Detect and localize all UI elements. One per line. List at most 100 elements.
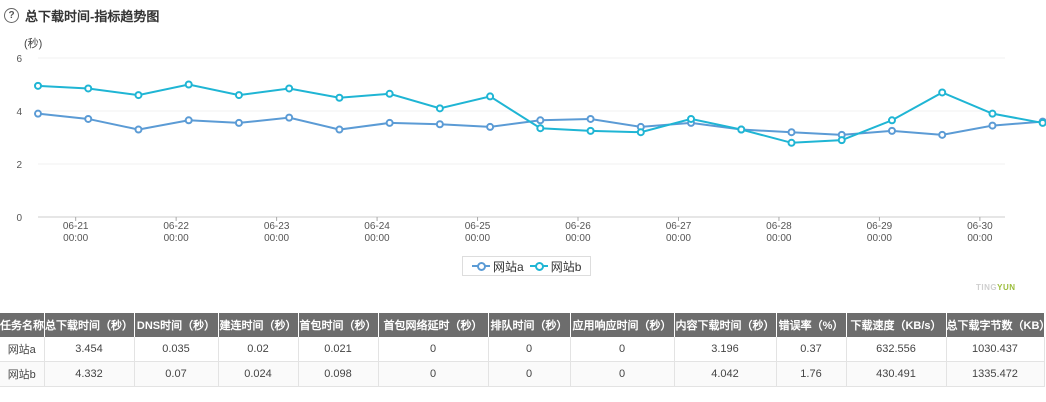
x-tick-time: 00:00 — [365, 233, 390, 244]
table-header-cell[interactable]: 排队时间（秒） — [488, 313, 571, 337]
watermark-prefix: TING — [976, 283, 998, 292]
table-cell: 0 — [570, 337, 675, 362]
y-axis-unit: (秒) — [24, 36, 42, 50]
data-point — [586, 126, 595, 135]
data-point — [586, 114, 595, 123]
x-tick-date: 06-24 — [364, 221, 390, 232]
data-point — [636, 128, 645, 137]
legend-label: 网站a — [493, 259, 524, 274]
data-point — [486, 122, 495, 131]
y-tick-label: 2 — [16, 160, 22, 171]
data-point — [1038, 118, 1046, 127]
table-header-cell[interactable]: 下载速度（KB/s） — [846, 313, 947, 337]
data-point — [435, 104, 444, 113]
table-cell: 4.042 — [674, 361, 777, 387]
question-circle-icon[interactable]: ? — [4, 7, 19, 23]
x-tick-time: 00:00 — [164, 233, 189, 244]
data-point — [536, 124, 545, 133]
table-header-cell[interactable]: 建连时间（秒） — [218, 313, 299, 337]
data-point — [184, 80, 193, 89]
data-point — [285, 113, 294, 122]
legend-label: 网站b — [550, 259, 582, 274]
y-tick-label: 6 — [16, 54, 22, 65]
table-cell: 0 — [378, 361, 489, 387]
table-row: 网站b 4.332 0.07 0.024 0.098 0 0 0 4.042 1.76 430.49… — [0, 361, 1045, 387]
data-point — [887, 126, 896, 135]
table-header-cell[interactable]: DNS时间（秒） — [134, 313, 219, 337]
table-header-cell[interactable]: 总下载字节数（KB） — [946, 313, 1045, 337]
x-tick-date: 06-23 — [264, 221, 290, 232]
data-point — [134, 91, 143, 100]
data-point — [787, 138, 796, 147]
table-cell: 1335.472 — [946, 361, 1045, 387]
table-cell: 632.556 — [846, 337, 947, 362]
table-cell: 430.491 — [846, 361, 947, 387]
trend-chart: (秒) 06-2100:0006-2200:0006-2300:0006-240… — [16, 36, 1046, 244]
chart-legend: 网站a 网站b — [462, 256, 592, 276]
table-cell: 1030.437 — [946, 337, 1045, 362]
x-tick-time: 00:00 — [63, 233, 88, 244]
table-cell: 0 — [570, 361, 675, 387]
table-cell: 0.37 — [776, 337, 847, 362]
table-cell: 0.098 — [298, 361, 379, 387]
data-point — [184, 116, 193, 125]
x-tick-time: 00:00 — [666, 233, 691, 244]
x-tick-date: 06-30 — [967, 221, 993, 232]
data-point — [234, 91, 243, 100]
table-header-cell[interactable]: 错误率（%） — [776, 313, 847, 337]
x-tick-date: 06-22 — [163, 221, 189, 232]
data-point — [887, 116, 896, 125]
legend-item-a[interactable]: 网站a — [472, 258, 524, 275]
data-point — [385, 89, 394, 98]
data-point — [435, 120, 444, 129]
table-header-cell[interactable]: 总下载时间（秒） — [44, 313, 135, 337]
table-header-cell[interactable]: 首包网络延时（秒） — [378, 313, 489, 337]
table-header-row: 任务名称 总下载时间（秒） DNS时间（秒） 建连时间（秒） 首包时间（秒） 首包网络延时… — [0, 313, 1045, 337]
data-point — [385, 118, 394, 127]
table-header-cell[interactable]: 首包时间（秒） — [298, 313, 379, 337]
x-tick-time: 00:00 — [264, 233, 289, 244]
x-tick-date: 06-25 — [465, 221, 491, 232]
legend-line-icon — [472, 261, 490, 271]
data-point — [938, 88, 947, 97]
table-cell: 0 — [488, 337, 571, 362]
data-point — [234, 118, 243, 127]
x-tick-time: 00:00 — [967, 233, 992, 244]
data-point — [486, 92, 495, 101]
table-cell: 0.024 — [218, 361, 299, 387]
table-cell: 0.07 — [134, 361, 219, 387]
x-tick-time: 00:00 — [867, 233, 892, 244]
y-tick-label: 0 — [16, 213, 22, 224]
chart-header: ? 总下载时间-指标趋势图 — [4, 5, 159, 25]
data-point — [988, 109, 997, 118]
metrics-table: 任务名称 总下载时间（秒） DNS时间（秒） 建连时间（秒） 首包时间（秒） 首包网络延时… — [0, 313, 1045, 387]
data-point — [335, 125, 344, 134]
data-point — [687, 114, 696, 123]
data-point — [285, 84, 294, 93]
data-point — [84, 84, 93, 93]
brand-watermark: TINGYUN — [976, 283, 1016, 292]
data-point — [84, 114, 93, 123]
data-point — [134, 125, 143, 134]
table-cell: 3.196 — [674, 337, 777, 362]
table-cell: 网站a — [0, 337, 45, 362]
watermark-suffix: YUN — [997, 283, 1016, 292]
legend-line-icon — [529, 261, 548, 271]
x-tick-date: 06-28 — [766, 221, 792, 232]
table-header-cell[interactable]: 内容下载时间（秒） — [674, 313, 777, 337]
table-header-cell[interactable]: 任务名称 — [0, 313, 45, 337]
page-title: 总下载时间-指标趋势图 — [25, 8, 160, 24]
data-point — [787, 128, 796, 137]
data-point — [737, 125, 746, 134]
table-cell: 0.035 — [134, 337, 219, 362]
x-tick-time: 00:00 — [565, 233, 590, 244]
data-point — [536, 116, 545, 125]
x-tick-date: 06-26 — [565, 221, 591, 232]
table-cell: 1.76 — [776, 361, 847, 387]
legend-item-b[interactable]: 网站b — [529, 258, 582, 275]
table-cell: 4.332 — [44, 361, 135, 387]
data-point — [34, 81, 42, 90]
table-header-cell[interactable]: 应用响应时间（秒） — [570, 313, 675, 337]
data-point — [34, 109, 42, 118]
data-point — [837, 136, 846, 145]
